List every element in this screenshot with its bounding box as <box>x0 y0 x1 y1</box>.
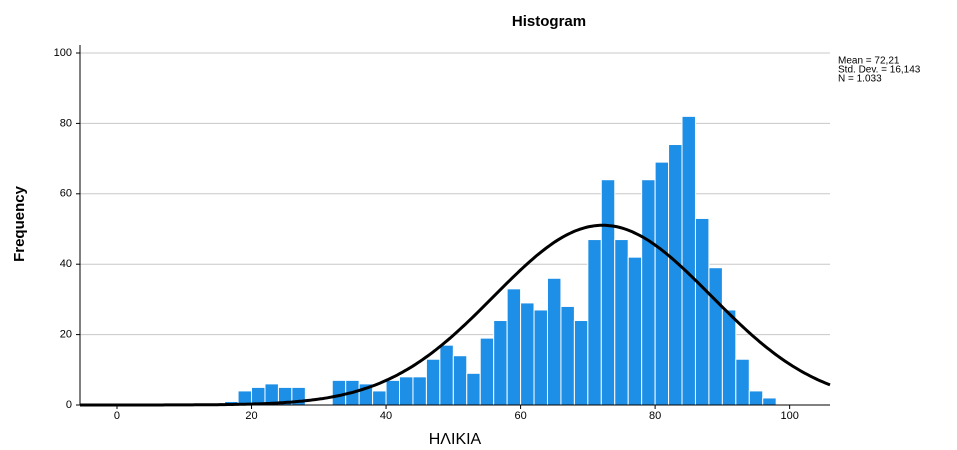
y-tick-label: 60 <box>60 188 72 200</box>
bar <box>546 277 562 406</box>
x-tick-label: 60 <box>514 410 526 422</box>
x-tick-label: 20 <box>245 410 257 422</box>
bar <box>600 179 616 406</box>
bar <box>694 217 710 406</box>
bar <box>412 376 427 406</box>
bar <box>560 305 575 406</box>
bar <box>425 358 441 406</box>
bar <box>654 161 670 406</box>
bar <box>520 302 535 406</box>
bar <box>721 309 737 406</box>
y-tick-label: 100 <box>54 47 72 59</box>
bar <box>668 144 683 406</box>
x-tick-label: 0 <box>114 410 120 422</box>
chart-title: Histogram <box>512 13 586 30</box>
x-axis-label: ΗΛΙΚΙΑ <box>429 431 482 448</box>
bar <box>466 372 481 406</box>
bar <box>735 358 750 406</box>
y-axis-label: Frequency <box>11 185 28 262</box>
bar <box>681 115 696 406</box>
bar <box>399 376 414 406</box>
bar <box>641 179 656 406</box>
bar <box>493 320 508 406</box>
y-tick-label: 0 <box>66 399 72 411</box>
stat-label: N = 1.033 <box>838 74 882 85</box>
bar <box>587 239 602 406</box>
stat-label: Std. Dev. = 16,143 <box>838 65 921 76</box>
bar <box>439 344 454 406</box>
y-tick-label: 80 <box>60 117 72 129</box>
bar <box>533 309 548 406</box>
bar <box>506 288 522 406</box>
stat-label: Mean = 72,21 <box>838 56 900 67</box>
x-tick-label: 100 <box>780 410 798 422</box>
bar <box>331 379 347 406</box>
bar <box>452 355 468 406</box>
bar <box>573 320 589 406</box>
x-tick-label: 80 <box>649 410 661 422</box>
bar <box>614 239 629 406</box>
bar <box>385 379 401 406</box>
bar <box>708 267 723 406</box>
y-tick-label: 40 <box>60 258 72 270</box>
bar <box>627 256 643 406</box>
y-tick-label: 20 <box>60 329 72 341</box>
bar <box>762 397 777 406</box>
bar <box>748 390 764 406</box>
bar <box>479 337 495 406</box>
bar <box>372 390 387 406</box>
x-tick-label: 40 <box>380 410 392 422</box>
